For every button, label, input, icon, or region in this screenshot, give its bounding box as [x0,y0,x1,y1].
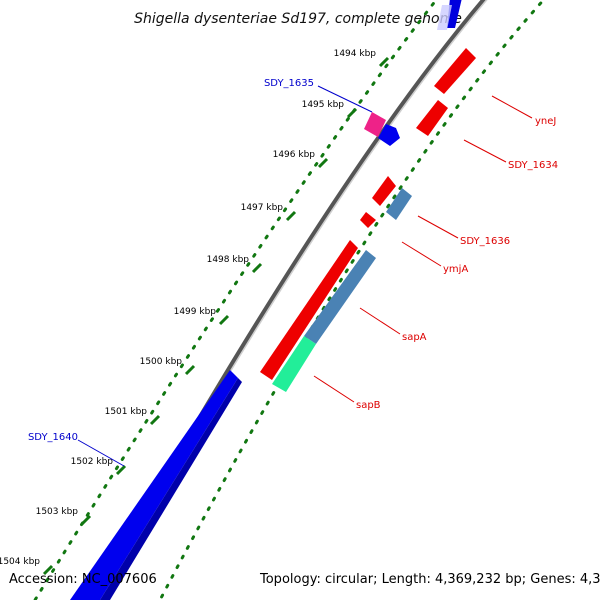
position-ticks: 1494 kbp 1495 kbp 1496 kbp 1497 kbp 1498 kbp… [0,49,390,576]
tick-label: 1497 kbp [241,203,284,213]
feature-sapA-blue[interactable] [304,250,376,344]
feature-sapA-red[interactable] [260,240,358,380]
tick-label: 1502 kbp [71,457,114,467]
tick-label: 1501 kbp [105,407,148,417]
tick-mark [378,56,390,68]
gene-label-ynej[interactable]: yneJ [535,116,556,127]
tick-label: 1500 kbp [140,357,183,367]
tick-mark [251,262,263,274]
tick-mark [285,210,297,222]
gene-leader-line [317,85,373,113]
feature-sdy-1635[interactable] [378,124,400,146]
gene-label-ymja[interactable]: ymjA [443,264,468,275]
tick-mark [317,157,329,169]
gene-leader-line [401,241,442,267]
reverse-strand-features [70,0,462,600]
gene-label-sdy-1634[interactable]: SDY_1634 [508,160,558,171]
feature-sdy-1636[interactable] [386,188,412,220]
tick-label: 1498 kbp [207,255,250,265]
gene-leader-line [359,307,401,335]
gene-labels: SDY_1635 SDY_1640 yneJ SDY_1634 SDY_1636 ymjA… [28,78,558,467]
gene-label-sdy-1640[interactable]: SDY_1640 [28,432,78,443]
tick-label: 1504 kbp [0,557,40,567]
tick-label: 1503 kbp [36,507,79,517]
feature-sdy-1640-shade [100,378,242,600]
feature-sapB[interactable] [272,336,316,392]
feature-pink[interactable] [364,112,386,137]
feature-ymjA[interactable] [360,212,376,228]
gene-leader-line [417,215,459,239]
gene-label-sdy-1635[interactable]: SDY_1635 [264,78,314,89]
tick-label: 1499 kbp [174,307,217,317]
tick-label: 1495 kbp [302,100,345,110]
gene-leader-line [77,439,125,467]
forward-strand-features [260,48,476,392]
gene-leader-line [491,95,533,119]
tick-label: 1494 kbp [334,49,377,59]
gene-label-sapb[interactable]: sapB [356,400,381,411]
genome-summary-label: Topology: circular; Length: 4,369,232 bp… [260,572,600,587]
gc-content-rings [33,0,546,600]
tick-label: 1496 kbp [273,150,316,160]
tick-mark [80,514,92,526]
tick-mark [115,464,127,476]
feature-sdy-1640[interactable] [70,370,238,600]
gc-ring-outer [158,0,546,600]
map-title: Shigella dysenteriae Sd197, complete gen… [134,11,462,27]
tick-mark [346,107,358,119]
gc-ring-inner [33,0,439,600]
gene-label-sapa[interactable]: sapA [402,332,427,343]
tick-mark [149,414,161,426]
accession-label: Accession: NC_007606 [9,572,157,587]
tick-mark [42,564,54,576]
tick-mark [184,364,196,376]
feature-yneJ-1[interactable] [434,48,476,94]
feature-yneJ-2[interactable] [416,100,448,136]
partial-feature-top-light [437,5,452,30]
feature-sdy-1634[interactable] [372,176,396,206]
gene-leader-line [463,139,507,163]
gene-label-sdy-1636[interactable]: SDY_1636 [460,236,510,247]
gene-leader-line [313,375,355,403]
tick-mark [218,314,230,326]
